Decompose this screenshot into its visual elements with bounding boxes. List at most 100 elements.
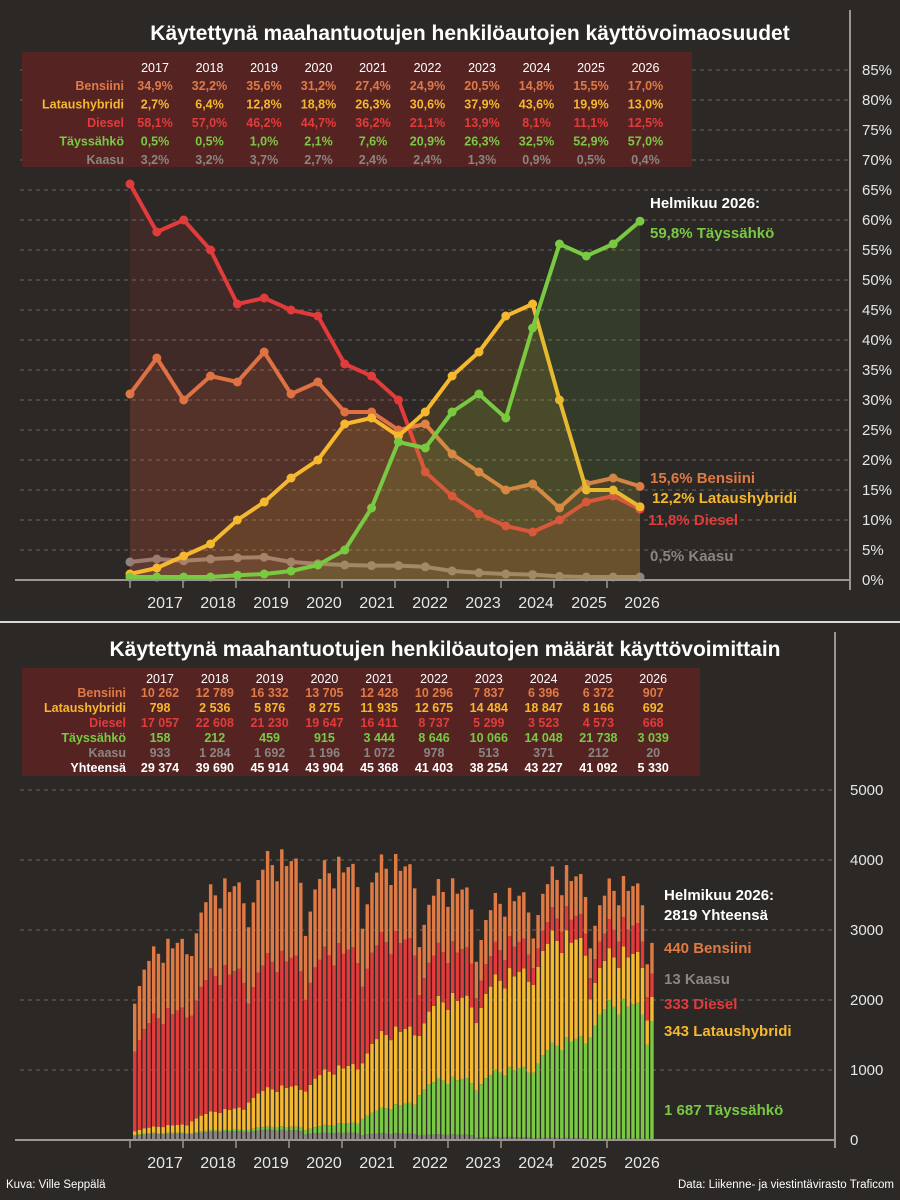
- bar-segment-lataushybridi: [621, 946, 626, 999]
- bar-segment-tayssahko: [460, 1078, 464, 1135]
- table-cell: 43 227: [524, 761, 562, 775]
- bottom-x-tick-label: 2023: [465, 1155, 501, 1172]
- table-cell: 8 166: [583, 701, 614, 715]
- top-x-tick-labels: 2017 2018 2019 2020 2021 2022 2023 2024 2025 2026: [129, 580, 660, 612]
- bar-segment-lataushybridi: [256, 1093, 260, 1128]
- bar-segment-bensiini: [536, 915, 540, 949]
- table-cell: 41 403: [415, 761, 453, 775]
- bar-segment-diesel: [645, 996, 649, 1021]
- bar-segment-bensiini: [555, 879, 559, 919]
- data-point-diesel: [179, 215, 189, 225]
- table-row-label-kaasu: Kaasu: [88, 746, 126, 760]
- bar-segment-tayssahko: [446, 1084, 450, 1135]
- table-cell: 38 254: [470, 761, 508, 775]
- bar-segment-bensiini: [460, 889, 464, 950]
- bar-segment-bensiini: [204, 902, 208, 981]
- top-chart-title: Käytettynä maahantuotujen henkilöautojen…: [150, 22, 789, 45]
- table-cell: 12 675: [415, 701, 453, 715]
- bar-segment-bensiini: [199, 912, 203, 987]
- bar-segment-diesel: [375, 945, 379, 1040]
- bar-segment-kaasu: [294, 1130, 298, 1140]
- data-point-diesel: [313, 311, 323, 321]
- data-point-tayssahko: [528, 323, 538, 333]
- bar-segment-tayssahko: [602, 1009, 607, 1139]
- data-point-bensiini: [447, 449, 457, 459]
- data-point-kaasu: [152, 554, 162, 564]
- table-cell: 2,7%: [304, 153, 333, 167]
- bar-segment-tayssahko: [379, 1107, 384, 1134]
- bar-segment-lataushybridi: [170, 1125, 175, 1133]
- table-cell: 8 646: [418, 731, 449, 745]
- table-row-label-diesel: Diesel: [87, 116, 124, 130]
- table-cell: 11,1%: [574, 116, 609, 130]
- table-cell: 13 705: [305, 686, 343, 700]
- table-cell: 58,1%: [137, 116, 172, 130]
- bottom-y-tick-label: 3000: [850, 922, 883, 939]
- bar-segment-kaasu: [318, 1132, 322, 1140]
- bar-segment-bensiini: [375, 872, 379, 946]
- table-cell: 1,3%: [468, 153, 497, 167]
- bar-segment-tayssahko: [208, 1129, 213, 1132]
- bar-segment-lataushybridi: [636, 951, 640, 1003]
- bar-segment-diesel: [246, 1003, 251, 1103]
- bar-segment-bensiini: [503, 916, 507, 961]
- bar-segment-tayssahko: [617, 1014, 621, 1139]
- bar-segment-diesel: [280, 950, 284, 1086]
- bar-segment-diesel: [360, 986, 365, 1064]
- bar-segment-tayssahko: [284, 1127, 289, 1131]
- bar-segment-bensiini: [531, 938, 536, 969]
- top-x-tick-label: 2018: [200, 595, 236, 612]
- table-cell: 16 411: [360, 716, 398, 730]
- bar-segment-kaasu: [223, 1131, 227, 1140]
- bar-segment-kaasu: [341, 1132, 346, 1140]
- bar-segment-lataushybridi: [403, 1028, 407, 1104]
- bar-segment-lataushybridi: [626, 957, 630, 1007]
- bar-segment-diesel: [265, 953, 270, 1088]
- bar-segment-kaasu: [412, 1134, 417, 1140]
- table-cell: 12 789: [196, 686, 234, 700]
- bar-segment-kaasu: [441, 1134, 445, 1140]
- bar-segment-tayssahko: [275, 1127, 279, 1131]
- bar-segment-lataushybridi: [151, 1126, 156, 1133]
- top-y-tick-label: 15%: [862, 482, 892, 499]
- data-point-kaasu: [259, 552, 269, 562]
- table-cell: 52,9%: [573, 135, 608, 149]
- bar-segment-lataushybridi: [379, 1030, 384, 1108]
- bar-segment-lataushybridi: [531, 984, 536, 1073]
- bar-segment-bensiini: [322, 860, 327, 947]
- data-point-tayssahko: [635, 216, 645, 226]
- bar-segment-lataushybridi: [507, 968, 512, 1067]
- bar-segment-bensiini: [351, 863, 355, 948]
- bar-segment-tayssahko: [469, 1083, 474, 1136]
- bar-segment-bensiini: [626, 890, 630, 930]
- bar-segment-kaasu: [313, 1133, 317, 1140]
- bar-segment-bensiini: [213, 895, 218, 977]
- bar-segment-kaasu: [422, 1134, 426, 1140]
- bar-segment-diesel: [555, 918, 559, 941]
- top-y-tick-labels: 0% 5% 10% 15% 20% 25% 30% 35% 40% 45% 50% 55% 60% 65%…: [862, 62, 892, 589]
- table-cell: 692: [643, 701, 664, 715]
- bottom-summary-table: 2017 2018 2019 2020 2021 2022 2023 2024 2025 2026…: [44, 672, 669, 775]
- data-point-bensiini: [259, 347, 269, 357]
- bar-segment-bensiini: [607, 878, 611, 920]
- bar-segment-bensiini: [507, 887, 512, 937]
- bar-segment-kaasu: [261, 1130, 265, 1140]
- table-cell: 2,1%: [304, 135, 333, 149]
- table-year-header: 2018: [196, 61, 224, 75]
- bar-segment-diesel: [465, 947, 469, 996]
- bar-segment-lataushybridi: [213, 1112, 218, 1131]
- data-point-diesel: [554, 515, 564, 525]
- bar-segment-lataushybridi: [137, 1129, 142, 1135]
- bar-segment-tayssahko: [318, 1126, 322, 1133]
- top-x-tick-label: 2023: [465, 595, 501, 612]
- bar-segment-kaasu: [227, 1131, 232, 1140]
- table-cell: 10 262: [141, 686, 179, 700]
- top-y-tick-label: 70%: [862, 152, 892, 169]
- table-year-header: 2021: [359, 61, 387, 75]
- table-year-header: 2019: [250, 61, 278, 75]
- data-point-bensiini: [206, 371, 216, 381]
- table-row-label-kaasu: Kaasu: [86, 153, 124, 167]
- bar-segment-lataushybridi: [545, 943, 550, 1051]
- table-cell: 5 330: [638, 761, 669, 775]
- bar-segment-tayssahko: [607, 1000, 611, 1139]
